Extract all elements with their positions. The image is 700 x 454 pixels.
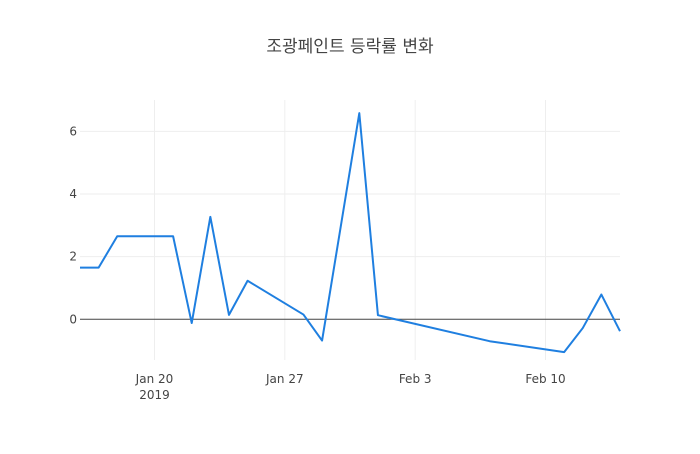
y-tick-label: 0	[69, 312, 77, 326]
chart-title: 조광페인트 등락률 변화	[266, 37, 434, 57]
y-tick-label: 6	[69, 124, 77, 138]
series-line	[80, 112, 621, 354]
y-tick-label: 4	[69, 187, 77, 201]
x-tick-label: Jan 20	[135, 372, 174, 386]
x-tick-sublabel: 2019	[139, 388, 170, 402]
x-tick-label: Feb 3	[399, 372, 432, 386]
grid	[80, 100, 620, 360]
series-layer	[80, 112, 621, 354]
x-tick-label: Feb 10	[525, 372, 565, 386]
y-tick-label: 2	[69, 250, 77, 264]
x-tick-label: Jan 27	[265, 372, 304, 386]
axis-labels: 0 2 4 6 Jan 20 2019 Jan 27 Feb 3 Feb 10	[69, 124, 565, 402]
